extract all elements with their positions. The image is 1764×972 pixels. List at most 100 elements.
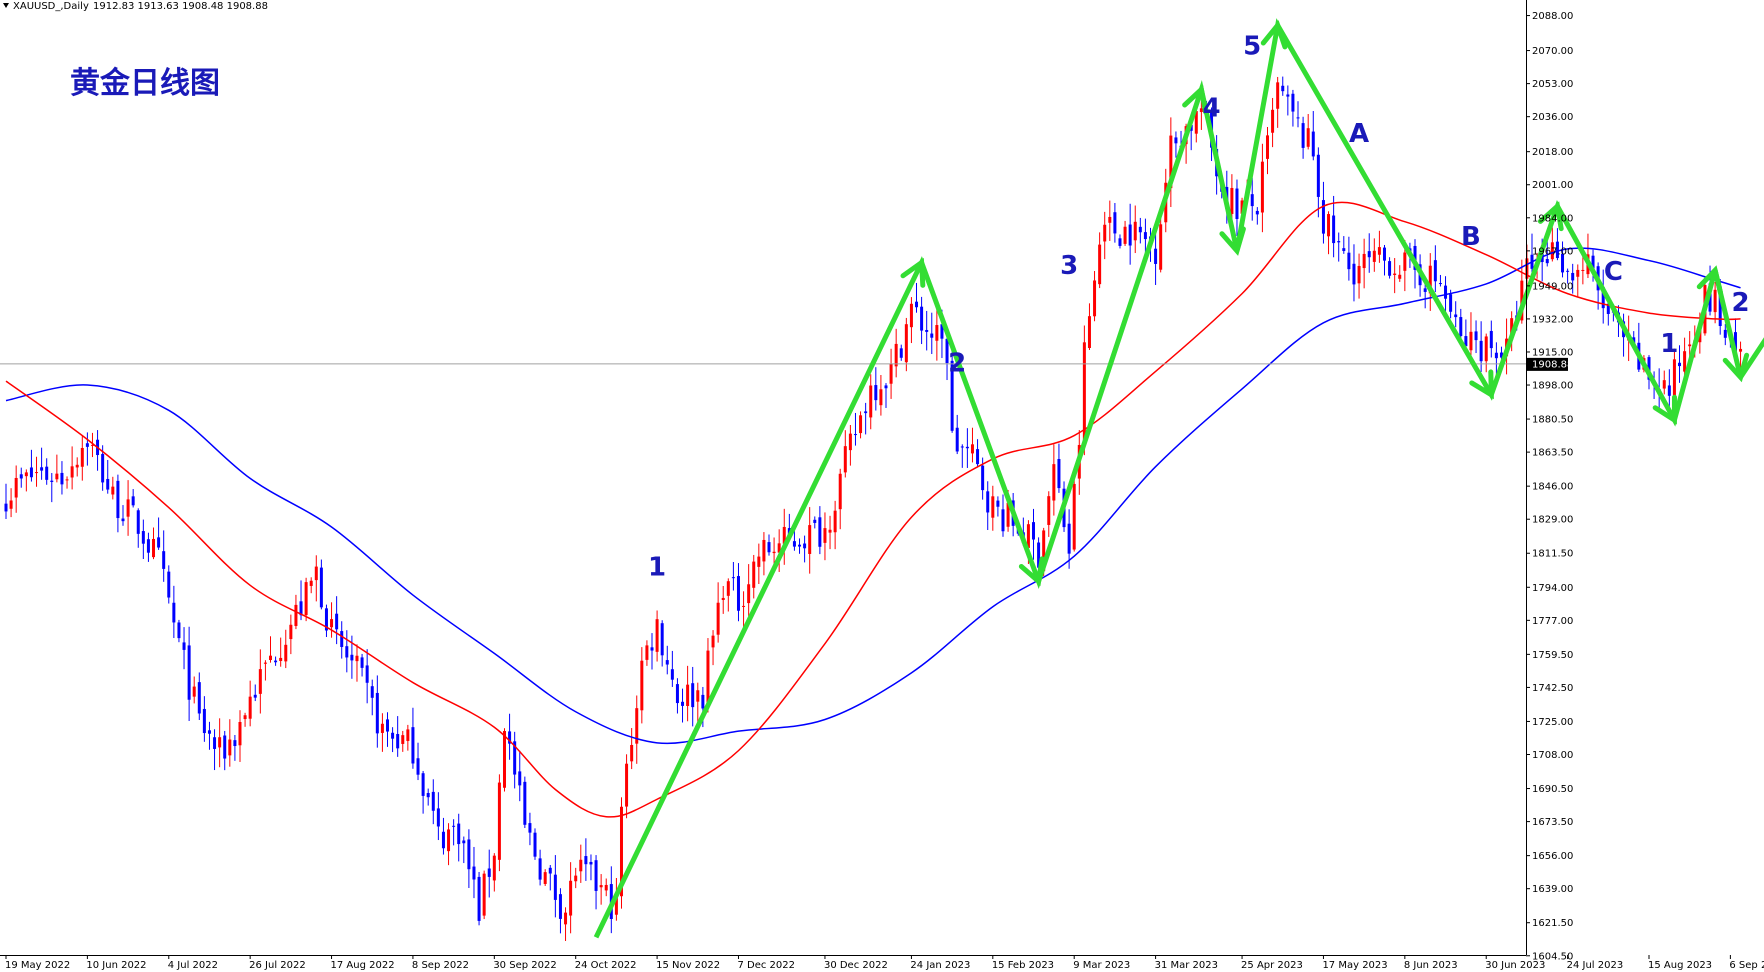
candle-body — [955, 427, 959, 452]
candle — [1372, 238, 1376, 272]
candle-body — [1026, 524, 1030, 548]
wave-arrow-head — [1696, 265, 1723, 295]
candle — [869, 374, 873, 430]
candle-body — [1321, 200, 1325, 234]
x-tick-label: 24 Jul 2023 — [1567, 960, 1624, 971]
candle — [75, 457, 79, 477]
candle-body — [742, 605, 746, 607]
candle-body — [1352, 263, 1356, 285]
candle — [1601, 269, 1605, 324]
candle-body — [1093, 280, 1097, 317]
candle — [1474, 320, 1478, 354]
candle — [1001, 494, 1005, 537]
candle — [116, 474, 120, 533]
y-tick-label: 1708.00 — [1532, 750, 1573, 761]
candle — [1250, 177, 1254, 221]
candle-body — [1438, 283, 1442, 285]
candle-body — [421, 773, 425, 796]
candle-body — [386, 719, 389, 732]
candle-body — [1662, 380, 1666, 389]
candle — [686, 665, 690, 722]
candle-body — [9, 500, 13, 509]
candle-body — [853, 434, 857, 436]
y-tick-label: 2088.00 — [1532, 11, 1573, 22]
candle — [1093, 271, 1097, 322]
candle-body — [1159, 224, 1163, 270]
candle-body — [594, 860, 598, 891]
candle-body — [508, 731, 512, 744]
candle-body — [1042, 530, 1046, 572]
candle — [452, 819, 456, 846]
candle-body — [1393, 273, 1397, 275]
candle — [752, 554, 756, 599]
y-tick-label: 2036.00 — [1532, 112, 1573, 123]
candle — [187, 626, 191, 721]
y-tick-label: 1621.50 — [1532, 918, 1573, 929]
candle-body — [380, 723, 384, 733]
candle-body — [843, 446, 847, 473]
candle-body — [1337, 241, 1341, 243]
candle — [1566, 268, 1570, 284]
candle — [85, 432, 89, 466]
y-tick-label: 1932.00 — [1532, 314, 1573, 325]
candle — [1047, 491, 1051, 537]
candle-body — [640, 660, 644, 711]
candle — [1494, 342, 1498, 375]
candle — [650, 633, 654, 670]
candle-body — [462, 840, 466, 844]
candle — [365, 649, 369, 704]
y-tick-label: 1690.50 — [1532, 784, 1573, 795]
moving-averages — [5, 201, 1741, 818]
candle — [879, 374, 883, 416]
y-tick-label: 1604.50 — [1532, 951, 1573, 962]
candle — [818, 506, 822, 555]
slow-moving-average-line — [5, 247, 1741, 745]
wave-arrow-head — [1652, 394, 1677, 425]
candle — [370, 679, 374, 716]
candle — [274, 656, 278, 666]
candle — [172, 585, 176, 639]
candle-body — [757, 556, 761, 567]
candle — [9, 488, 13, 518]
candle-body — [19, 474, 23, 479]
candle — [1637, 322, 1641, 373]
candle — [930, 312, 934, 355]
candle — [782, 508, 786, 565]
candle — [976, 439, 980, 468]
candle — [1347, 236, 1351, 281]
candle — [518, 750, 522, 802]
candle — [1265, 127, 1269, 175]
candle-body — [1296, 117, 1300, 119]
wave-arrow-head — [1469, 369, 1494, 400]
candle-body — [792, 541, 796, 547]
candle-body — [1047, 496, 1051, 525]
candle — [960, 444, 964, 468]
candle — [45, 458, 49, 485]
candle-body — [1276, 82, 1280, 109]
candle-body — [686, 684, 690, 706]
candle-body — [131, 496, 135, 506]
candle — [35, 456, 39, 487]
candle — [711, 630, 715, 666]
candle — [182, 627, 186, 670]
candle-body — [604, 884, 608, 891]
candle — [1133, 205, 1137, 254]
wave-arrow-head — [1219, 226, 1246, 256]
candle-body — [258, 669, 262, 694]
candle — [1678, 345, 1682, 383]
candle-body — [233, 740, 237, 747]
candle-body — [579, 859, 583, 872]
candle — [950, 347, 954, 433]
candle-body — [716, 602, 720, 635]
symbol-dropdown-icon[interactable] — [3, 3, 9, 8]
candle-body — [299, 601, 303, 616]
candle — [391, 727, 395, 753]
candle — [1393, 258, 1397, 294]
symbol-label: XAUUSD_,Daily — [13, 1, 89, 12]
candle — [472, 846, 476, 899]
candle-body — [1006, 502, 1010, 527]
candle-body — [950, 360, 954, 431]
candle-body — [50, 480, 54, 482]
candle-body — [619, 806, 623, 897]
